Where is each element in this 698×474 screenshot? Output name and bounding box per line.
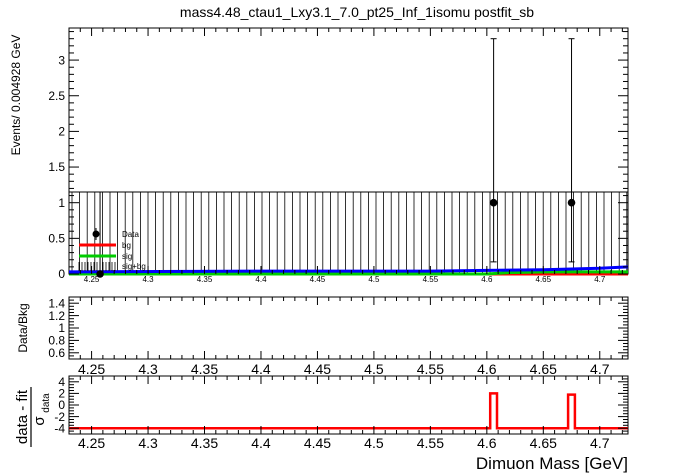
- ratio-x-tick-label: 4.4: [251, 361, 271, 377]
- main-y-tick-label: 3: [58, 53, 65, 67]
- main-curves: [68, 265, 629, 276]
- ratio-x-ticks: 4.25 4.3 4.35 4.4 4.45 4.5 4.55 4.6 4.65 4.7: [78, 297, 623, 377]
- data-points: [96, 38, 576, 278]
- main-y-tick-label: 0.5: [48, 232, 65, 246]
- pull-x-tick-label: 4.35: [191, 435, 218, 451]
- pull-x-tick-label: 4.65: [530, 435, 557, 451]
- ratio-x-tick-label: 4.5: [364, 361, 384, 377]
- pull-y-label-denominator: σ: [31, 416, 48, 426]
- ratio-y-tick-label: 1: [58, 321, 65, 335]
- main-y-axis-label: Events/ 0.004928 GeV: [9, 35, 23, 156]
- pull-y-tick-label: 0: [58, 398, 65, 412]
- main-x-tick-label: 4.4: [255, 275, 267, 284]
- pull-x-tick-label: 4.45: [304, 435, 331, 451]
- pull-x-tick-label: 4.55: [417, 435, 444, 451]
- ratio-y-tick-label: 1.4: [48, 296, 65, 310]
- pull-x-tick-label: 4.4: [251, 435, 271, 451]
- pull-y-tick-label: -2: [54, 410, 65, 424]
- data-point: [96, 270, 104, 278]
- pull-y-label-subscript: data: [41, 393, 52, 413]
- pull-plot-frame: [68, 375, 629, 435]
- ratio-plot-frame: [68, 296, 629, 360]
- legend: Data bg sig sig+bg: [78, 228, 146, 271]
- main-y-ticks: 0 0.5 1 1.5 2 2.5 3: [48, 31, 628, 281]
- main-x-tick-label: 4.45: [310, 275, 326, 284]
- legend-sigbg-label: sig+bg: [122, 262, 146, 271]
- chart-title: mass4.48_ctau1_Lxy3.1_7.0_pt25_Inf_1isom…: [180, 4, 534, 20]
- pull-x-tick-label: 4.25: [78, 435, 105, 451]
- pull-y-label-numerator: data - fit: [14, 389, 31, 444]
- main-y-tick-label: 0: [58, 267, 65, 281]
- main-panel: 4.25 4.3 4.35 4.4 4.45 4.5 4.55 4.6 4.65 4.7 0 0.5…: [9, 27, 629, 284]
- pull-y-tick-label: 4: [58, 375, 65, 389]
- ratio-x-tick-label: 4.35: [191, 361, 218, 377]
- main-x-tick-label: 4.5: [368, 275, 380, 284]
- ratio-x-tick-label: 4.65: [530, 361, 557, 377]
- main-x-tick-label: 4.7: [594, 275, 606, 284]
- ratio-panel: 4.25 4.3 4.35 4.4 4.45 4.5 4.55 4.6 4.65 4.7 0.60…: [16, 296, 629, 377]
- pull-panel: 4.25 4.3 4.35 4.4 4.45 4.5 4.55 4.6 4.65 4.7 -4-2…: [14, 375, 629, 473]
- main-y-tick-label: 1.5: [48, 160, 65, 174]
- sig-bg-hatch-band: [69, 191, 628, 274]
- data-point: [567, 198, 576, 207]
- ratio-x-tick-label: 4.3: [138, 361, 158, 377]
- pull-line: [69, 392, 628, 430]
- legend-data-label: Data: [122, 230, 139, 239]
- legend-sig-label: sig: [122, 252, 132, 261]
- main-y-tick-label: 2.5: [48, 89, 65, 103]
- main-plot-frame: [68, 27, 629, 275]
- main-x-ticks: 4.25 4.3 4.35 4.4 4.45 4.5 4.55 4.6 4.65 4.7: [79, 28, 623, 284]
- main-x-tick-label: 4.55: [423, 275, 439, 284]
- pull-y-tick-label: 2: [58, 387, 65, 401]
- ratio-y-tick-label: 0.8: [48, 334, 65, 348]
- ratio-y-tick-label: 0.6: [48, 346, 65, 360]
- ratio-y-tick-label: 1.2: [48, 309, 65, 323]
- legend-bg-label: bg: [122, 241, 131, 250]
- pull-y-tick-label: -4: [54, 421, 65, 435]
- main-x-tick-label: 4.65: [536, 275, 552, 284]
- x-axis-label: Dimuon Mass [GeV]: [476, 454, 628, 473]
- ratio-y-ticks: 0.60.811.21.4: [48, 296, 628, 360]
- data-point: [489, 198, 498, 207]
- main-y-tick-label: 2: [58, 125, 65, 139]
- legend-sigbg-hatch: [78, 262, 116, 271]
- ratio-y-axis-label: Data/Bkg: [16, 303, 30, 352]
- ratio-x-tick-label: 4.6: [477, 361, 497, 377]
- main-y-tick-label: 1: [58, 196, 65, 210]
- ratio-x-tick-label: 4.25: [78, 361, 105, 377]
- ratio-x-tick-label: 4.7: [590, 361, 610, 377]
- pull-x-ticks: 4.25 4.3 4.35 4.4 4.45 4.5 4.55 4.6 4.65 4.7: [78, 376, 623, 451]
- pull-x-tick-label: 4.6: [477, 435, 497, 451]
- pull-x-tick-label: 4.7: [590, 435, 610, 451]
- ratio-x-tick-label: 4.45: [304, 361, 331, 377]
- pull-y-axis-label: data - fit σ data: [14, 387, 52, 447]
- sig-bg-curve: [68, 265, 629, 274]
- pull-x-tick-label: 4.5: [364, 435, 384, 451]
- ratio-x-tick-label: 4.55: [417, 361, 444, 377]
- pull-x-tick-label: 4.3: [138, 435, 158, 451]
- main-x-tick-label: 4.3: [142, 275, 154, 284]
- main-x-tick-label: 4.35: [197, 275, 213, 284]
- main-x-tick-label: 4.6: [481, 275, 493, 284]
- main-x-tick-label: 4.25: [84, 275, 100, 284]
